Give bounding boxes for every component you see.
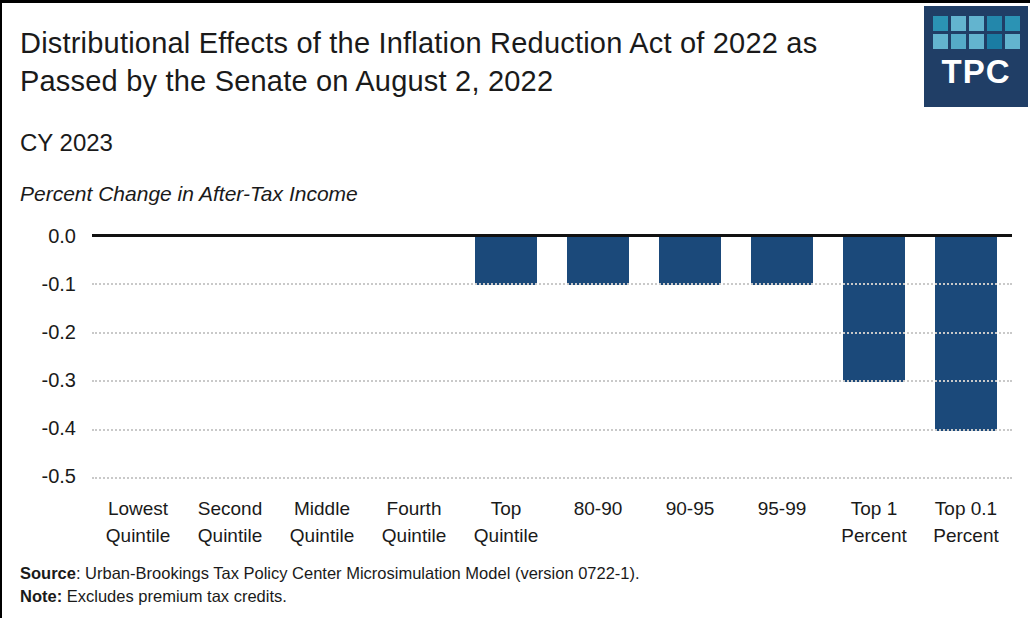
bar-column (276, 237, 368, 479)
bar (475, 237, 537, 285)
chart-subtitle: CY 2023 (20, 129, 113, 157)
y-axis-tick-label: -0.4 (42, 416, 76, 439)
note-label: Note: (20, 587, 62, 605)
note-text: Excludes premium tax credits. (62, 587, 287, 605)
bar (659, 237, 721, 285)
y-axis-tick-label: -0.5 (42, 464, 76, 487)
page: Distributional Effects of the Inflation … (0, 0, 1030, 618)
logo-square (933, 34, 948, 49)
bar-column (736, 237, 828, 479)
gridline (92, 283, 1012, 285)
x-axis-label: Top 0.1 Percent (920, 495, 1012, 549)
x-axis-label: 80-90 (552, 495, 644, 549)
bar-chart: 0.0-0.1-0.2-0.3-0.4-0.5 Lowest QuintileS… (2, 234, 1012, 549)
bar-column (920, 237, 1012, 479)
bar-column (644, 237, 736, 479)
x-axis-label: Lowest Quintile (92, 495, 184, 549)
gridline (92, 477, 1012, 479)
x-axis-label: 90-95 (644, 495, 736, 549)
chart-title: Distributional Effects of the Inflation … (20, 24, 905, 100)
bar-column (460, 237, 552, 479)
y-axis-unit-label: Percent Change in After-Tax Income (20, 182, 358, 206)
logo-square (951, 16, 966, 31)
logo-square (969, 16, 984, 31)
y-axis-tick-label: 0.0 (48, 224, 76, 247)
note-line: Note: Excludes premium tax credits. (20, 585, 640, 608)
logo-square (1005, 16, 1020, 31)
x-axis-label: Fourth Quintile (368, 495, 460, 549)
plot-area (92, 234, 1012, 479)
source-line: Source: Urban-Brookings Tax Policy Cente… (20, 562, 640, 585)
logo-square (969, 34, 984, 49)
bar (935, 237, 997, 431)
tpc-logo-squares-grid (933, 16, 1020, 49)
bar-column (92, 237, 184, 479)
bar-column (184, 237, 276, 479)
y-axis-tick-label: -0.2 (42, 320, 76, 343)
bar (751, 237, 813, 285)
logo-square (1005, 34, 1020, 49)
logo-square (987, 34, 1002, 49)
logo-square (933, 16, 948, 31)
tpc-logo: TPC (924, 6, 1028, 107)
gridline (92, 380, 1012, 382)
bar-column (828, 237, 920, 479)
source-label: Source (20, 564, 76, 582)
tpc-logo-text: TPC (942, 55, 1011, 88)
y-axis: 0.0-0.1-0.2-0.3-0.4-0.5 (2, 234, 92, 479)
bars-row (92, 237, 1012, 479)
bar-column (368, 237, 460, 479)
logo-square (951, 34, 966, 49)
source-text: : Urban-Brookings Tax Policy Center Micr… (76, 564, 640, 582)
y-axis-tick-label: -0.3 (42, 368, 76, 391)
plot-inner (92, 237, 1012, 479)
gridline (92, 332, 1012, 334)
bar (567, 237, 629, 285)
x-axis: Lowest QuintileSecond QuintileMiddle Qui… (92, 495, 1012, 549)
x-axis-label: Second Quintile (184, 495, 276, 549)
x-axis-label: 95-99 (736, 495, 828, 549)
x-axis-label: Top 1 Percent (828, 495, 920, 549)
y-axis-tick-label: -0.1 (42, 272, 76, 295)
bar-column (552, 237, 644, 479)
gridline (92, 429, 1012, 431)
x-axis-label: Middle Quintile (276, 495, 368, 549)
x-axis-label: Top Quintile (460, 495, 552, 549)
footnotes: Source: Urban-Brookings Tax Policy Cente… (20, 562, 640, 608)
bar (843, 237, 905, 382)
logo-square (987, 16, 1002, 31)
